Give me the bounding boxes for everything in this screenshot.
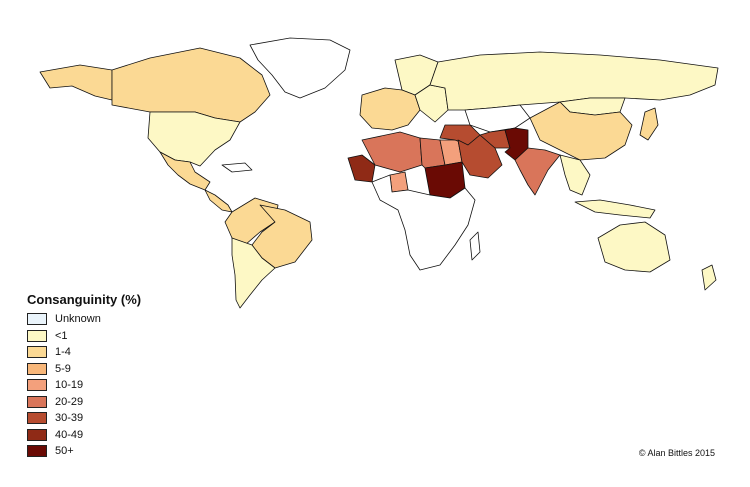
legend-label: 40-49 (55, 428, 84, 441)
legend-title: Consanguinity (%) (27, 292, 142, 307)
region-nigeria (389, 171, 409, 193)
region-india (514, 147, 561, 196)
legend: Consanguinity (%) Unknown <1 1-4 5-9 10-… (27, 292, 187, 460)
region-japan (639, 107, 659, 141)
legend-swatch (27, 313, 47, 326)
legend-label: 50+ (55, 445, 74, 458)
legend-label: 1-4 (55, 346, 71, 359)
region-central-asia (464, 104, 531, 133)
legend-item: <1 (27, 328, 187, 345)
region-canada (111, 47, 271, 123)
legend-swatch (27, 346, 47, 359)
region-alaska (39, 64, 113, 101)
legend-label: 10-19 (55, 379, 84, 392)
legend-swatch (27, 329, 47, 342)
legend-swatch (27, 395, 47, 408)
region-caribbean (221, 162, 253, 173)
legend-item: 20-29 (27, 394, 187, 411)
region-united-states (147, 111, 241, 167)
region-greenland (249, 37, 351, 99)
region-mexico (159, 151, 211, 191)
legend-label: 30-39 (55, 412, 84, 425)
legend-item: 30-39 (27, 410, 187, 427)
legend-label: <1 (55, 329, 68, 342)
region-mauritania (347, 154, 376, 183)
region-sub-saharan-africa (371, 174, 476, 271)
legend-swatch (27, 428, 47, 441)
legend-swatch (27, 412, 47, 425)
legend-swatch (27, 379, 47, 392)
legend-label: Unknown (55, 313, 101, 326)
legend-item: Unknown (27, 311, 187, 328)
legend-swatch (27, 362, 47, 375)
legend-item: 40-49 (27, 427, 187, 444)
copyright-credit: © Alan Bittles 2015 (638, 448, 715, 458)
region-europe-west (359, 87, 421, 131)
region-madagascar (469, 231, 481, 261)
region-central-america (204, 189, 233, 213)
legend-swatch (27, 445, 47, 458)
legend-label: 5-9 (55, 362, 71, 375)
legend-item: 1-4 (27, 344, 187, 361)
region-arabian-peninsula (457, 134, 503, 179)
region-indonesia (574, 199, 656, 219)
region-china (529, 101, 633, 161)
region-new-zealand (701, 264, 717, 291)
legend-item: 10-19 (27, 377, 187, 394)
legend-item: 50+ (27, 443, 187, 460)
region-south-america-south (231, 237, 276, 309)
legend-item: 5-9 (27, 361, 187, 378)
region-australia (597, 221, 671, 273)
legend-label: 20-29 (55, 395, 84, 408)
region-southeast-asia (559, 154, 591, 196)
